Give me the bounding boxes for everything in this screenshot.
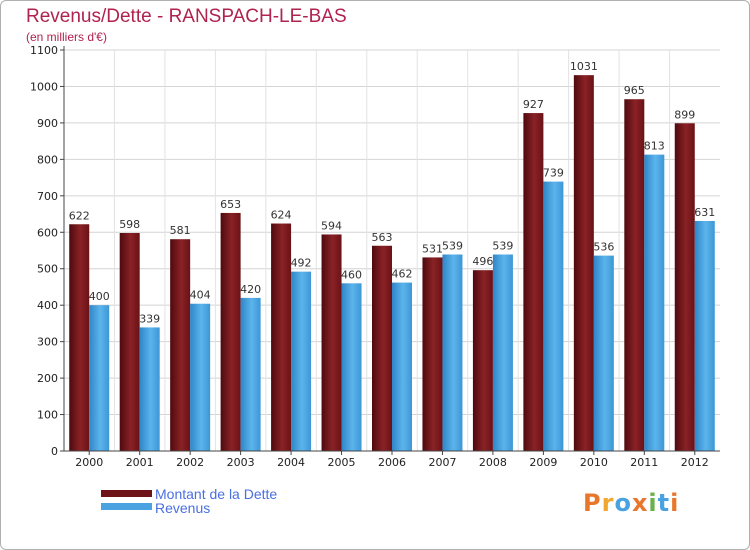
bar-revenus — [593, 255, 614, 451]
chart-title: Revenus/Dette - RANSPACH-LE-BAS — [26, 6, 347, 27]
bar-revenus — [543, 181, 564, 452]
data-label: 899 — [674, 108, 695, 121]
logo-letter: P — [583, 489, 602, 517]
data-label: 339 — [139, 312, 160, 325]
y-tick-label: 900 — [37, 117, 58, 130]
bar-revenus — [89, 305, 110, 451]
data-label: 539 — [492, 240, 513, 253]
data-label: 813 — [644, 140, 665, 153]
x-tick-label: 2003 — [227, 456, 255, 469]
data-label: 739 — [543, 167, 564, 180]
bar-dette — [119, 233, 140, 451]
data-label: 581 — [170, 224, 191, 237]
x-tick-label: 2008 — [479, 456, 507, 469]
bar-dette — [573, 75, 594, 452]
bar-dette — [523, 113, 544, 452]
x-tick-label: 2007 — [428, 456, 456, 469]
logo-letter: i — [670, 489, 680, 517]
data-label: 594 — [321, 219, 342, 232]
data-label: 598 — [119, 218, 140, 231]
logo-letter: t — [657, 489, 671, 517]
x-tick-label: 2010 — [580, 456, 608, 469]
bar-dette — [422, 257, 443, 451]
proxiti-logo: Proxiti — [583, 489, 679, 517]
y-tick-label: 700 — [37, 190, 58, 203]
bar-revenus — [240, 297, 261, 451]
legend-label-dette: Montant de la Dette — [155, 486, 278, 502]
legend-swatch-dette — [101, 490, 152, 497]
data-label: 624 — [271, 209, 292, 222]
bar-dette — [69, 224, 90, 451]
data-label: 496 — [472, 255, 493, 268]
data-label: 927 — [523, 98, 544, 111]
bar-revenus — [190, 303, 211, 451]
y-tick-label: 500 — [37, 263, 58, 276]
bar-dette — [472, 270, 493, 451]
data-label: 653 — [220, 198, 241, 211]
x-tick-label: 2005 — [328, 456, 356, 469]
data-label: 492 — [291, 257, 312, 270]
data-labels: 622 400 598 339 581 404 653 420 624 492 594 460 563 4… — [69, 60, 716, 325]
bar-dette — [372, 245, 392, 451]
x-tick-label: 2001 — [126, 456, 154, 469]
legend-label-revenus: Revenus — [155, 500, 211, 516]
legend-swatch-revenus — [101, 503, 152, 510]
y-tick-label: 400 — [37, 299, 58, 312]
logo-letter: i — [648, 489, 658, 517]
x-tick-label: 2012 — [681, 456, 709, 469]
data-label: 631 — [694, 206, 715, 219]
bar-dette — [170, 239, 191, 451]
x-tick-label: 2002 — [176, 456, 204, 469]
x-tick-label: 2011 — [630, 456, 658, 469]
chart-subtitle: (en milliers d'€) — [26, 30, 107, 44]
y-tick-label: 0 — [51, 445, 58, 458]
data-label: 622 — [69, 209, 90, 222]
bar-dette — [271, 223, 292, 451]
bar-revenus — [139, 327, 160, 451]
bar-revenus — [341, 283, 362, 451]
y-tick-label: 200 — [37, 372, 58, 385]
y-tick-label: 600 — [37, 226, 58, 239]
logo-letter: r — [601, 489, 615, 517]
data-label: 404 — [190, 289, 211, 302]
y-tick-label: 1000 — [30, 80, 58, 93]
logo-letter: o — [614, 489, 632, 517]
x-tick-label: 2000 — [75, 456, 103, 469]
bar-revenus — [694, 220, 715, 451]
x-tick-label: 2009 — [529, 456, 557, 469]
data-label: 531 — [422, 242, 443, 255]
y-tick-label: 100 — [37, 409, 58, 422]
axes: 0 100 200 300 400 500 600 700 800 900 1000 1100 2000… — [30, 44, 720, 469]
data-label: 965 — [624, 84, 645, 97]
x-tick-label: 2006 — [378, 456, 406, 469]
bar-dette — [321, 234, 342, 451]
logo-letter: x — [631, 489, 649, 517]
bar-dette — [220, 212, 241, 451]
bar-revenus — [291, 271, 312, 451]
bar-revenus — [644, 154, 665, 451]
data-label: 420 — [240, 283, 261, 296]
y-tick-label: 300 — [37, 336, 58, 349]
data-label: 563 — [372, 231, 393, 244]
data-label: 1031 — [570, 60, 598, 73]
bar-revenus — [442, 254, 463, 451]
data-label: 460 — [341, 268, 362, 281]
y-tick-label: 800 — [37, 153, 58, 166]
x-tick-label: 2004 — [277, 456, 305, 469]
data-label: 536 — [593, 241, 614, 254]
data-label: 400 — [89, 290, 110, 303]
bar-dette — [674, 123, 695, 452]
data-label: 539 — [442, 240, 463, 253]
bar-revenus — [392, 282, 412, 451]
bar-dette — [624, 99, 645, 452]
y-tick-label: 1100 — [30, 44, 58, 57]
bar-revenus — [492, 254, 513, 451]
bars — [69, 75, 715, 452]
data-label: 462 — [392, 268, 413, 281]
